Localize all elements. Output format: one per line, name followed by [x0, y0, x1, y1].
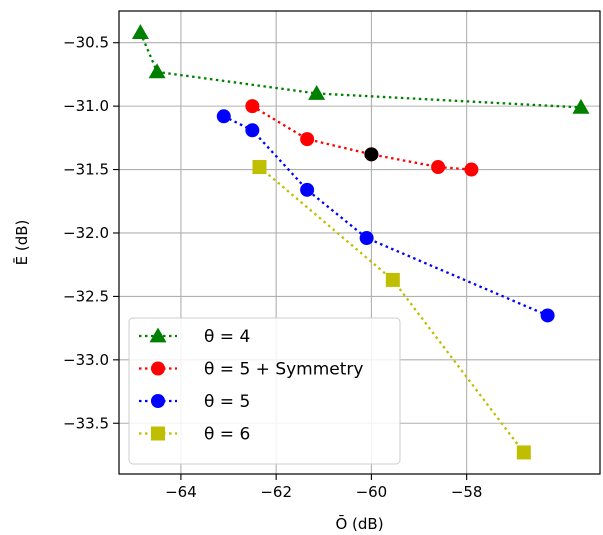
- legend-entry: θ = 5 + Symmetry: [139, 360, 363, 380]
- data-point: [431, 160, 446, 175]
- data-point: [572, 98, 590, 114]
- y-tick-label: −33.0: [63, 351, 109, 369]
- series-line: [139, 32, 582, 109]
- data-point: [385, 272, 400, 287]
- y-tick-label: −33.5: [63, 414, 109, 432]
- data-point: [308, 84, 326, 100]
- data-point: [245, 99, 260, 114]
- data-point: [300, 132, 315, 147]
- data-point: [516, 445, 531, 460]
- legend-entry: θ = 4: [139, 327, 250, 347]
- x-tick-label: −62: [260, 483, 292, 501]
- series-1: [245, 99, 479, 177]
- data-point: [252, 160, 267, 175]
- x-tick-label: −64: [165, 483, 197, 501]
- series-layer: [131, 24, 590, 460]
- series-line: [251, 105, 472, 171]
- ticks: −64 −62 −60 −58 −30.5 −31.0 −31.5 −32.0 −32.5 −33…: [63, 34, 482, 501]
- x-axis-label: Ō (dB): [335, 514, 383, 533]
- y-tick-label: −32.5: [63, 287, 109, 305]
- y-tick-label: −32.0: [63, 224, 109, 242]
- data-point: [359, 231, 374, 246]
- data-point: [540, 308, 555, 323]
- legend-label: θ = 6: [204, 425, 250, 445]
- y-axis-label: Ē (dB): [13, 220, 31, 266]
- y-tick-label: −31.0: [63, 97, 109, 115]
- legend-marker: [151, 426, 165, 441]
- legend-box: [128, 317, 401, 465]
- legend-label: θ = 5 + Symmetry: [204, 360, 363, 380]
- data-point: [464, 162, 479, 177]
- data-point: [245, 123, 260, 138]
- data-point: [216, 109, 231, 124]
- data-point: [131, 24, 149, 39]
- legend-entry: θ = 6: [139, 425, 250, 445]
- y-tick-label: −30.5: [63, 34, 109, 52]
- series-line: [223, 115, 549, 317]
- legend-label: θ = 5: [204, 392, 250, 412]
- x-tick-label: −58: [451, 483, 483, 501]
- legend-marker: [149, 327, 167, 343]
- legend-marker: [151, 361, 165, 376]
- legend-marker: [151, 394, 165, 408]
- legend: θ = 4 θ = 5 + Symmetry θ = 5 θ = 6: [128, 317, 401, 465]
- data-point: [300, 182, 315, 197]
- data-point: [148, 63, 166, 79]
- series-0: [131, 24, 590, 114]
- highlight-point: [364, 147, 379, 162]
- legend-entry: θ = 5: [139, 392, 250, 412]
- series-2: [216, 109, 555, 323]
- y-tick-label: −31.5: [63, 161, 109, 179]
- plot-frame: [118, 10, 601, 475]
- legend-label: θ = 4: [204, 327, 250, 347]
- x-tick-label: −60: [356, 483, 388, 501]
- series-3: [252, 160, 531, 460]
